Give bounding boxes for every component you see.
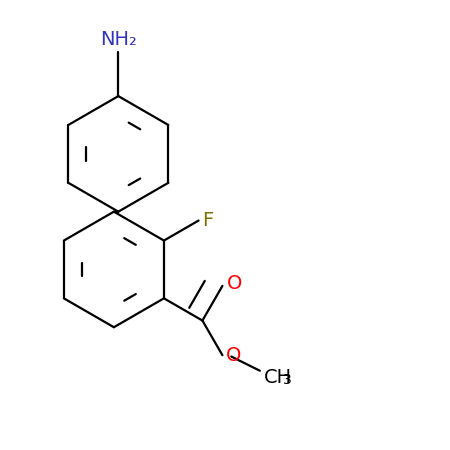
Text: O: O bbox=[227, 274, 242, 293]
Text: F: F bbox=[202, 211, 213, 230]
Text: 3: 3 bbox=[284, 373, 292, 387]
Text: CH: CH bbox=[264, 368, 292, 387]
Text: O: O bbox=[226, 346, 241, 365]
Text: NH₂: NH₂ bbox=[100, 31, 137, 50]
